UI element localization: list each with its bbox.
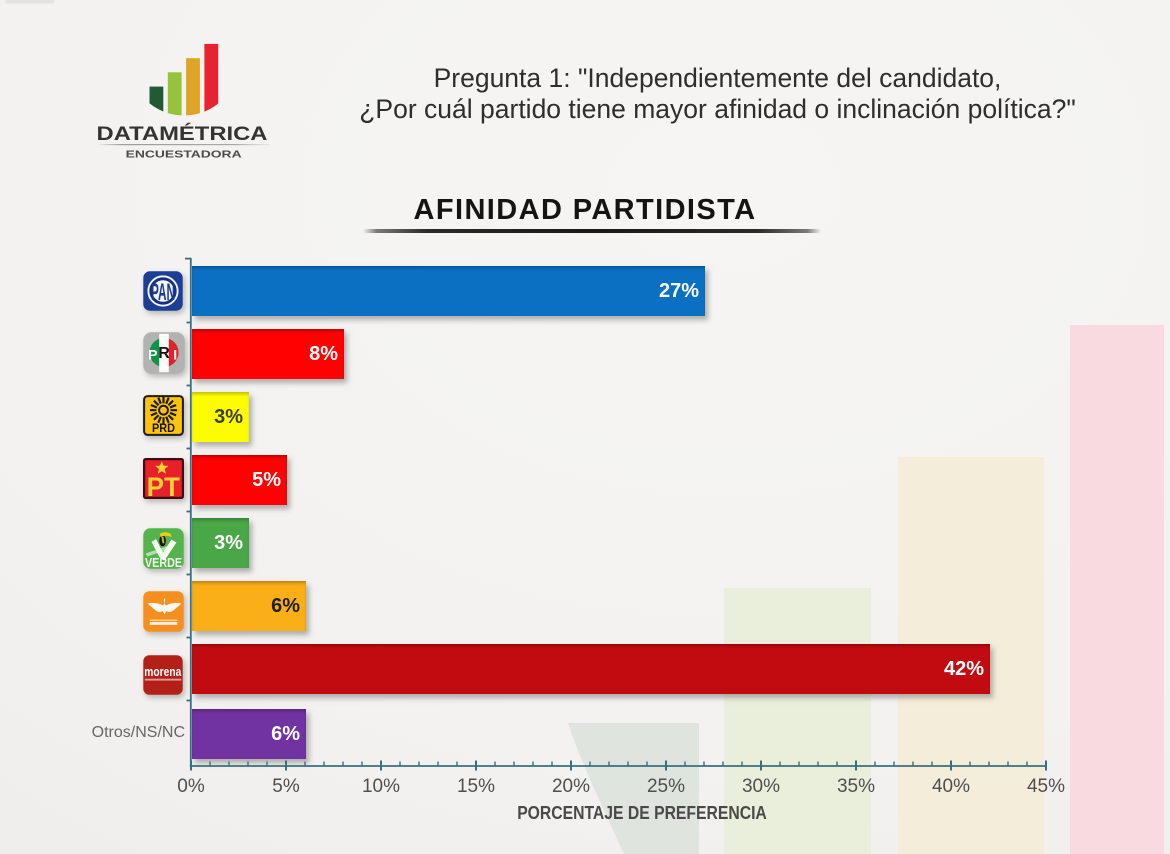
svg-text:R: R <box>158 345 170 362</box>
svg-text:morena: morena <box>144 665 182 679</box>
svg-text:P: P <box>148 347 157 363</box>
svg-text:ENCUESTADORA: ENCUESTADORA <box>126 149 242 160</box>
svg-text:PRD: PRD <box>152 423 175 435</box>
svg-text:VERDE: VERDE <box>145 554 182 568</box>
svg-text:I: I <box>173 347 177 363</box>
svg-text:DATAMÉTRICA: DATAMÉTRICA <box>97 123 268 145</box>
svg-text:PAN: PAN <box>151 279 175 306</box>
svg-text:PT: PT <box>147 472 180 499</box>
